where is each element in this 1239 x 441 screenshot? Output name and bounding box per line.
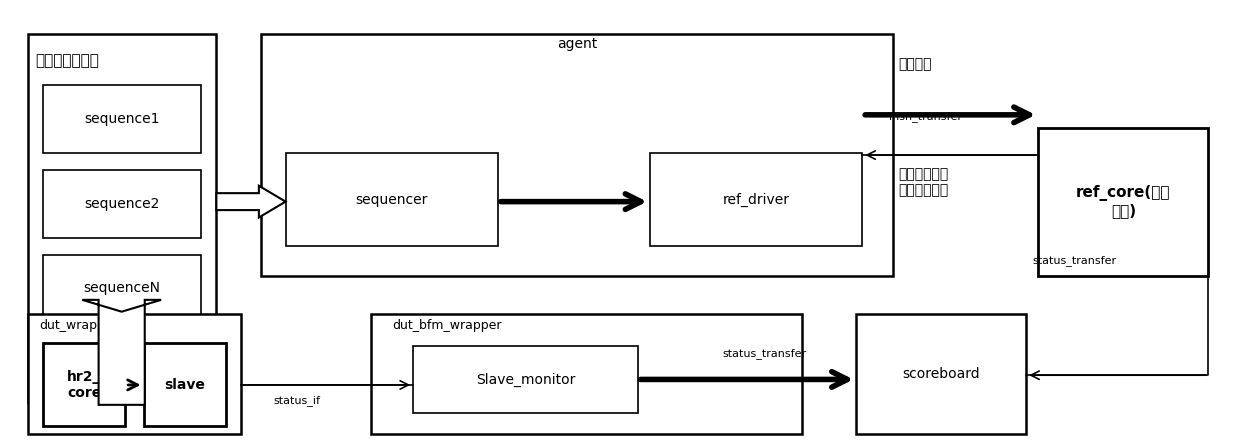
Text: dut_wrapper: dut_wrapper	[38, 319, 118, 333]
Text: status_transfer: status_transfer	[1032, 255, 1116, 266]
Text: Slave_monitor: Slave_monitor	[476, 372, 575, 386]
Bar	[649, 153, 862, 246]
Text: insn_transfer: insn_transfer	[890, 111, 961, 122]
Text: 随机指令发生器: 随机指令发生器	[36, 52, 99, 67]
Text: agent: agent	[556, 37, 597, 51]
Text: dut_bfm_wrapper: dut_bfm_wrapper	[392, 319, 502, 333]
Bar	[285, 153, 498, 246]
Bar	[42, 170, 201, 238]
Bar	[856, 314, 1026, 434]
Bar	[42, 344, 125, 426]
Text: scoreboard: scoreboard	[902, 367, 980, 381]
Text: ref_core(参考
模型): ref_core(参考 模型)	[1077, 185, 1171, 218]
Bar	[1038, 127, 1208, 276]
Text: slave: slave	[165, 378, 206, 392]
Bar	[28, 34, 217, 403]
Text: status_transfer: status_transfer	[722, 348, 807, 359]
Text: 发送指令: 发送指令	[898, 57, 932, 71]
Text: sequencer: sequencer	[356, 193, 427, 206]
Bar	[413, 346, 638, 413]
Text: ref_driver: ref_driver	[722, 192, 789, 206]
Text: sequence2: sequence2	[84, 197, 160, 211]
Text: status_if: status_if	[274, 395, 321, 406]
Bar	[42, 254, 201, 322]
Polygon shape	[217, 186, 285, 217]
Text: hr2_
core: hr2_ core	[67, 370, 102, 400]
Bar	[261, 34, 892, 276]
Bar	[370, 314, 802, 434]
Bar	[42, 85, 201, 153]
Bar	[28, 314, 240, 434]
Bar	[144, 344, 225, 426]
Text: sequenceN: sequenceN	[83, 281, 160, 295]
Text: 触发事件请求
产生随机指令: 触发事件请求 产生随机指令	[898, 168, 949, 198]
Text: sequence1: sequence1	[84, 112, 160, 126]
Polygon shape	[82, 300, 161, 405]
